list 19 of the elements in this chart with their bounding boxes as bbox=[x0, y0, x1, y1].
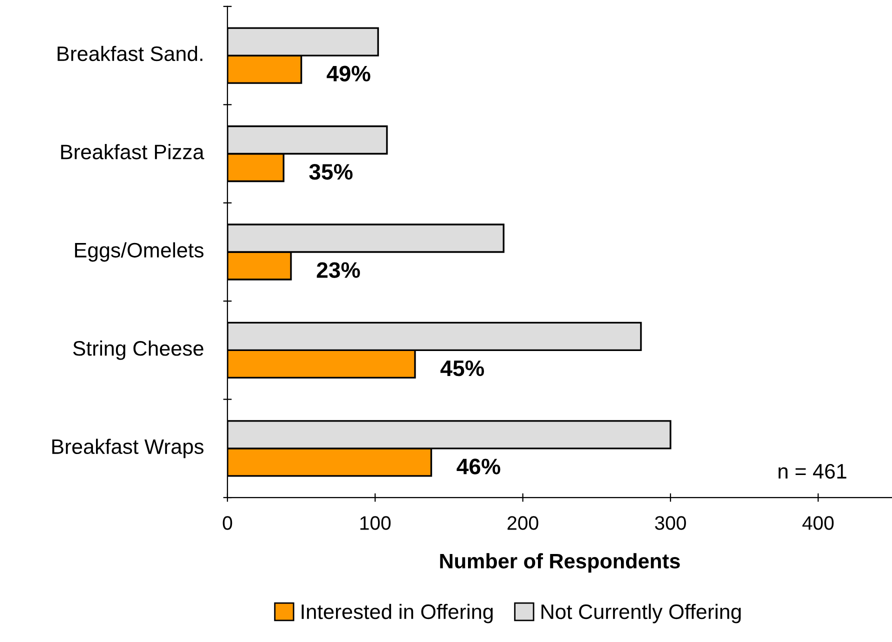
annotation: 35% bbox=[309, 164, 353, 180]
legend-label: Interested in Offering bbox=[302, 604, 493, 624]
legend-label: Not Currently Offering bbox=[542, 604, 741, 624]
x-tick-label: 300 bbox=[655, 516, 686, 530]
x-tick-label: 200 bbox=[508, 516, 538, 530]
y-tick-label: Eggs/Omelets bbox=[75, 242, 204, 262]
annotation: n = 461 bbox=[778, 464, 846, 479]
x-tick-label: 100 bbox=[360, 516, 391, 530]
annotation: 49% bbox=[326, 66, 370, 82]
x-tick-label: 400 bbox=[802, 516, 834, 530]
y-tick-label: String Cheese bbox=[73, 340, 204, 360]
y-tick-label: Breakfast Wraps bbox=[52, 438, 204, 458]
x-axis-title: Number of Respondents bbox=[440, 553, 680, 573]
y-tick-label: Breakfast Pizza bbox=[61, 144, 204, 160]
annotation: 46% bbox=[456, 458, 500, 474]
x-tick-label: 0 bbox=[222, 516, 232, 530]
annotation: 45% bbox=[440, 360, 484, 376]
annotation: 23% bbox=[316, 262, 360, 278]
y-tick-label: Breakfast Sand. bbox=[58, 46, 202, 62]
